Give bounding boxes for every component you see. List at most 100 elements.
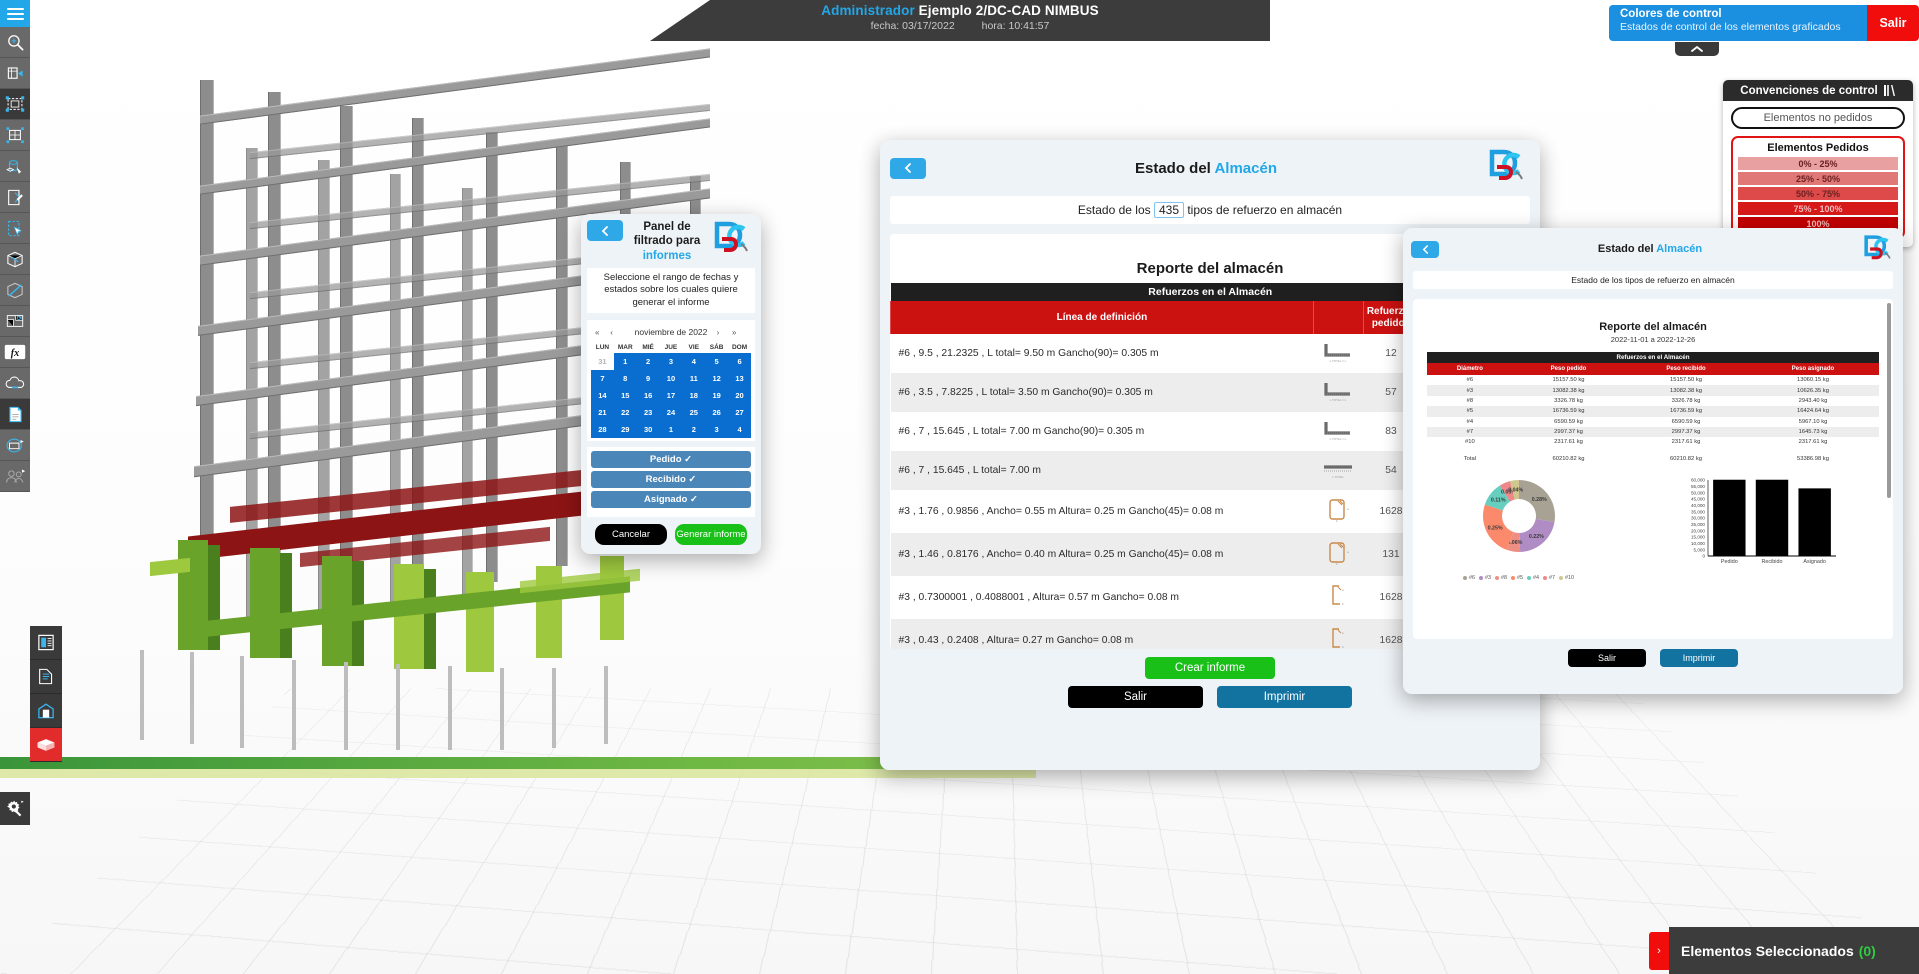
- calendar-day[interactable]: 1: [613, 353, 637, 371]
- cancel-button[interactable]: Cancelar: [595, 524, 667, 546]
- calendar-day[interactable]: 19: [705, 387, 729, 405]
- calendar-grid[interactable]: LUN MAR MIÉ JUE VIE SÁB DOM 31 1 2 3 4 5 6 7 8 9 10 11 12 1…: [591, 342, 751, 439]
- calendar-day[interactable]: 31: [591, 353, 614, 371]
- conventions-ordered-title: Elementos Pedidos: [1767, 142, 1869, 154]
- filter-option-recibido[interactable]: Recibido ✓: [591, 471, 751, 489]
- filter-state-options[interactable]: Pedido ✓ Recibido ✓ Asignado ✓: [587, 447, 755, 518]
- calendar-day[interactable]: 25: [682, 404, 706, 422]
- subbar-prefix: Estado de los: [1077, 203, 1154, 217]
- left-toolbar-secondary[interactable]: [30, 626, 62, 762]
- calendar-prev-year-button[interactable]: «: [595, 327, 600, 337]
- cell-diam: #10: [1465, 439, 1475, 446]
- calendar-day[interactable]: 11: [682, 370, 706, 388]
- warehouse-icon[interactable]: [30, 694, 62, 728]
- selected-elements-toggle[interactable]: ›: [1649, 932, 1669, 970]
- x-tick-label: Recibido: [1761, 559, 1782, 565]
- calendar-nav[interactable]: « ‹ noviembre de 2022 › »: [591, 325, 751, 342]
- filter-option-pedido[interactable]: Pedido ✓: [591, 451, 751, 469]
- calendar-day[interactable]: 24: [659, 404, 683, 422]
- main-print-button[interactable]: Imprimir: [1217, 686, 1352, 708]
- table-select-icon[interactable]: [0, 58, 30, 89]
- calendar-day[interactable]: 16: [636, 387, 660, 405]
- calendar-next-month-button[interactable]: ›: [716, 327, 720, 337]
- reinforcement-type-count[interactable]: 435: [1153, 202, 1184, 218]
- calendar-day[interactable]: 21: [591, 404, 614, 422]
- cloud-icon[interactable]: [0, 368, 30, 399]
- calendar-day[interactable]: 20: [728, 387, 751, 405]
- calendar-day[interactable]: 14: [591, 387, 614, 405]
- filter-panel-modal[interactable]: Panel de filtrado para informes Seleccio…: [581, 214, 761, 555]
- fx-icon[interactable]: fx: [0, 337, 30, 368]
- cell-pedidos: 57: [1385, 387, 1397, 398]
- rebar-shape-icon: L TOTAL = L: [1313, 334, 1363, 373]
- collapse-panel-button[interactable]: [1675, 42, 1719, 56]
- calendar-day[interactable]: 3: [659, 353, 683, 371]
- box-red-icon[interactable]: [30, 728, 62, 762]
- warehouse-report-modal[interactable]: Estado del Almacén Estado de los tipos d…: [1403, 228, 1903, 694]
- calendar-day[interactable]: 10: [659, 370, 683, 388]
- pie-slice: [1509, 480, 1519, 500]
- calendar-day[interactable]: 12: [705, 370, 729, 388]
- report-exit-button[interactable]: Salir: [1568, 649, 1646, 667]
- calendar-day[interactable]: 2: [682, 421, 706, 439]
- report-back-button[interactable]: [1411, 240, 1439, 258]
- calendar-day[interactable]: 26: [705, 404, 729, 422]
- create-report-button[interactable]: Crear informe: [1145, 657, 1275, 679]
- calendar-day[interactable]: 2: [636, 353, 660, 371]
- calendar-day[interactable]: 1: [659, 421, 683, 439]
- document-icon[interactable]: [0, 399, 30, 430]
- main-exit-button[interactable]: Salir: [1068, 686, 1203, 708]
- hamburger-menu-button[interactable]: [0, 0, 30, 27]
- convention-range-2: 50% - 75%: [1738, 187, 1898, 200]
- selected-elements-bar[interactable]: Elementos Seleccionados (0): [1669, 927, 1919, 974]
- conventions-title: Convenciones de control: [1740, 84, 1878, 97]
- calendar-day[interactable]: 9: [636, 370, 660, 388]
- rebar-sheet-icon[interactable]: [30, 660, 62, 694]
- project-name-label: Ejemplo 2/DC-CAD NIMBUS: [918, 3, 1099, 18]
- calendar-day[interactable]: 27: [728, 404, 751, 422]
- gear-wrench-icon[interactable]: [0, 792, 30, 825]
- control-exit-button[interactable]: Salir: [1867, 5, 1919, 41]
- calendar-next-year-button[interactable]: »: [731, 327, 737, 337]
- solid-pick-icon[interactable]: [0, 151, 30, 182]
- team-icon[interactable]: [0, 461, 30, 492]
- edit-page-icon[interactable]: [0, 182, 30, 213]
- filter-back-button[interactable]: [587, 220, 623, 241]
- package-icon[interactable]: [0, 430, 30, 461]
- zoom-icon[interactable]: [0, 27, 30, 58]
- calendar-day[interactable]: 4: [682, 353, 706, 371]
- calendar-prev-month-button[interactable]: ‹: [610, 327, 613, 337]
- calendar-day[interactable]: 22: [613, 404, 637, 422]
- report-print-button[interactable]: Imprimir: [1660, 649, 1738, 667]
- cell-recibido: 2997.37 kg: [1671, 429, 1701, 436]
- calendar-day[interactable]: 4: [728, 421, 751, 439]
- generate-report-button[interactable]: Generar informe: [675, 524, 747, 546]
- calendar-day[interactable]: 23: [636, 404, 660, 422]
- calendar-day[interactable]: 7: [591, 370, 614, 388]
- filter-option-asignado[interactable]: Asignado ✓: [591, 491, 751, 509]
- calendar-day[interactable]: 28: [591, 421, 614, 439]
- left-toolbar[interactable]: fx: [0, 0, 30, 974]
- main-modal-back-button[interactable]: [890, 157, 926, 179]
- report-scrollbar[interactable]: [1887, 303, 1891, 498]
- calendar-day[interactable]: 30: [636, 421, 660, 439]
- calendar-day[interactable]: 6: [728, 353, 751, 371]
- blueprint-icon[interactable]: [0, 306, 30, 337]
- control-colors-banner[interactable]: Colores de control Estados de control de…: [1609, 5, 1919, 41]
- date-range-calendar[interactable]: « ‹ noviembre de 2022 › » LUN MAR MIÉ JUE VI…: [587, 320, 755, 442]
- frame-select-icon[interactable]: [0, 89, 30, 120]
- box-hidden-icon[interactable]: [0, 275, 30, 306]
- calendar-day[interactable]: 29: [613, 421, 637, 439]
- grid-select-icon[interactable]: [0, 120, 30, 151]
- calendar-day[interactable]: 18: [682, 387, 706, 405]
- calendar-day[interactable]: 8: [613, 370, 637, 388]
- control-colors-info[interactable]: Colores de control Estados de control de…: [1609, 5, 1867, 41]
- box-3d-icon[interactable]: [0, 244, 30, 275]
- calendar-day[interactable]: 3: [705, 421, 729, 439]
- report-panel-icon[interactable]: [30, 626, 62, 660]
- calendar-day[interactable]: 15: [613, 387, 637, 405]
- cursor-page-icon[interactable]: [0, 213, 30, 244]
- calendar-day[interactable]: 13: [728, 370, 751, 388]
- calendar-day[interactable]: 5: [705, 353, 729, 371]
- calendar-day[interactable]: 17: [659, 387, 683, 405]
